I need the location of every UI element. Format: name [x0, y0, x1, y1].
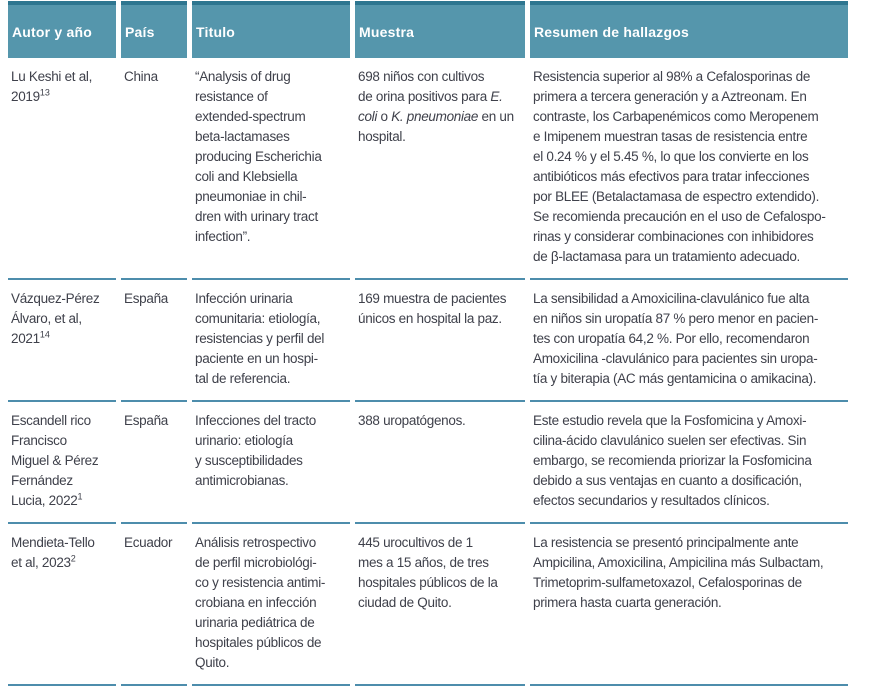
cell-sample: 169 muestra de pacientes únicos en hospi… — [355, 280, 525, 402]
cell-sample: 388 uropatógenos. — [355, 402, 525, 524]
cell-author: Escandell rico Francisco Miguel & Pérez … — [8, 402, 116, 524]
cell-country: España — [121, 402, 187, 524]
cell-sample: 698 niños con cultivos de orina positivo… — [355, 58, 525, 280]
cell-country: Ecuador — [121, 524, 187, 686]
cell-sample: 445 urocultivos de 1 mes a 15 años, de t… — [355, 524, 525, 686]
cell-title: Análisis retrospectivo de perfil microbi… — [192, 524, 350, 686]
cell-summary: La sensibilidad a Amoxicilina-clavulánic… — [530, 280, 848, 402]
cell-summary: Este estudio revela que la Fosfomicina y… — [530, 402, 848, 524]
cell-summary: La resistencia se presentó principalment… — [530, 524, 848, 686]
cell-title: Infecciones del tracto urinario: etiolog… — [192, 402, 350, 524]
table-body: Lu Keshi et al, 201913 China “Analysis o… — [8, 58, 848, 686]
cell-country: España — [121, 280, 187, 402]
cell-author: Lu Keshi et al, 201913 — [8, 58, 116, 280]
column-header-pais: País — [121, 1, 187, 58]
table-header: Autor y año País Titulo Muestra Resumen … — [8, 1, 848, 58]
cell-title: Infección urinaria comunitaria: etiologí… — [192, 280, 350, 402]
table-row: Lu Keshi et al, 201913 China “Analysis o… — [8, 58, 848, 280]
table-row: Vázquez-Pérez Álvaro, et al, 202114 Espa… — [8, 280, 848, 402]
cell-title: “Analysis of drug resistance of extended… — [192, 58, 350, 280]
table-row: Escandell rico Francisco Miguel & Pérez … — [8, 402, 848, 524]
column-header-autor: Autor y año — [8, 1, 116, 58]
table-row: Mendieta-Tello et al, 20232 Ecuador Anál… — [8, 524, 848, 686]
cell-author: Vázquez-Pérez Álvaro, et al, 202114 — [8, 280, 116, 402]
cell-author: Mendieta-Tello et al, 20232 — [8, 524, 116, 686]
column-header-titulo: Titulo — [192, 1, 350, 58]
column-header-muestra: Muestra — [355, 1, 525, 58]
column-header-resumen: Resumen de hallazgos — [530, 1, 848, 58]
studies-table: Autor y año País Titulo Muestra Resumen … — [3, 1, 853, 686]
cell-summary: Resistencia superior al 98% a Cefalospor… — [530, 58, 848, 280]
header-row: Autor y año País Titulo Muestra Resumen … — [8, 1, 848, 58]
cell-country: China — [121, 58, 187, 280]
